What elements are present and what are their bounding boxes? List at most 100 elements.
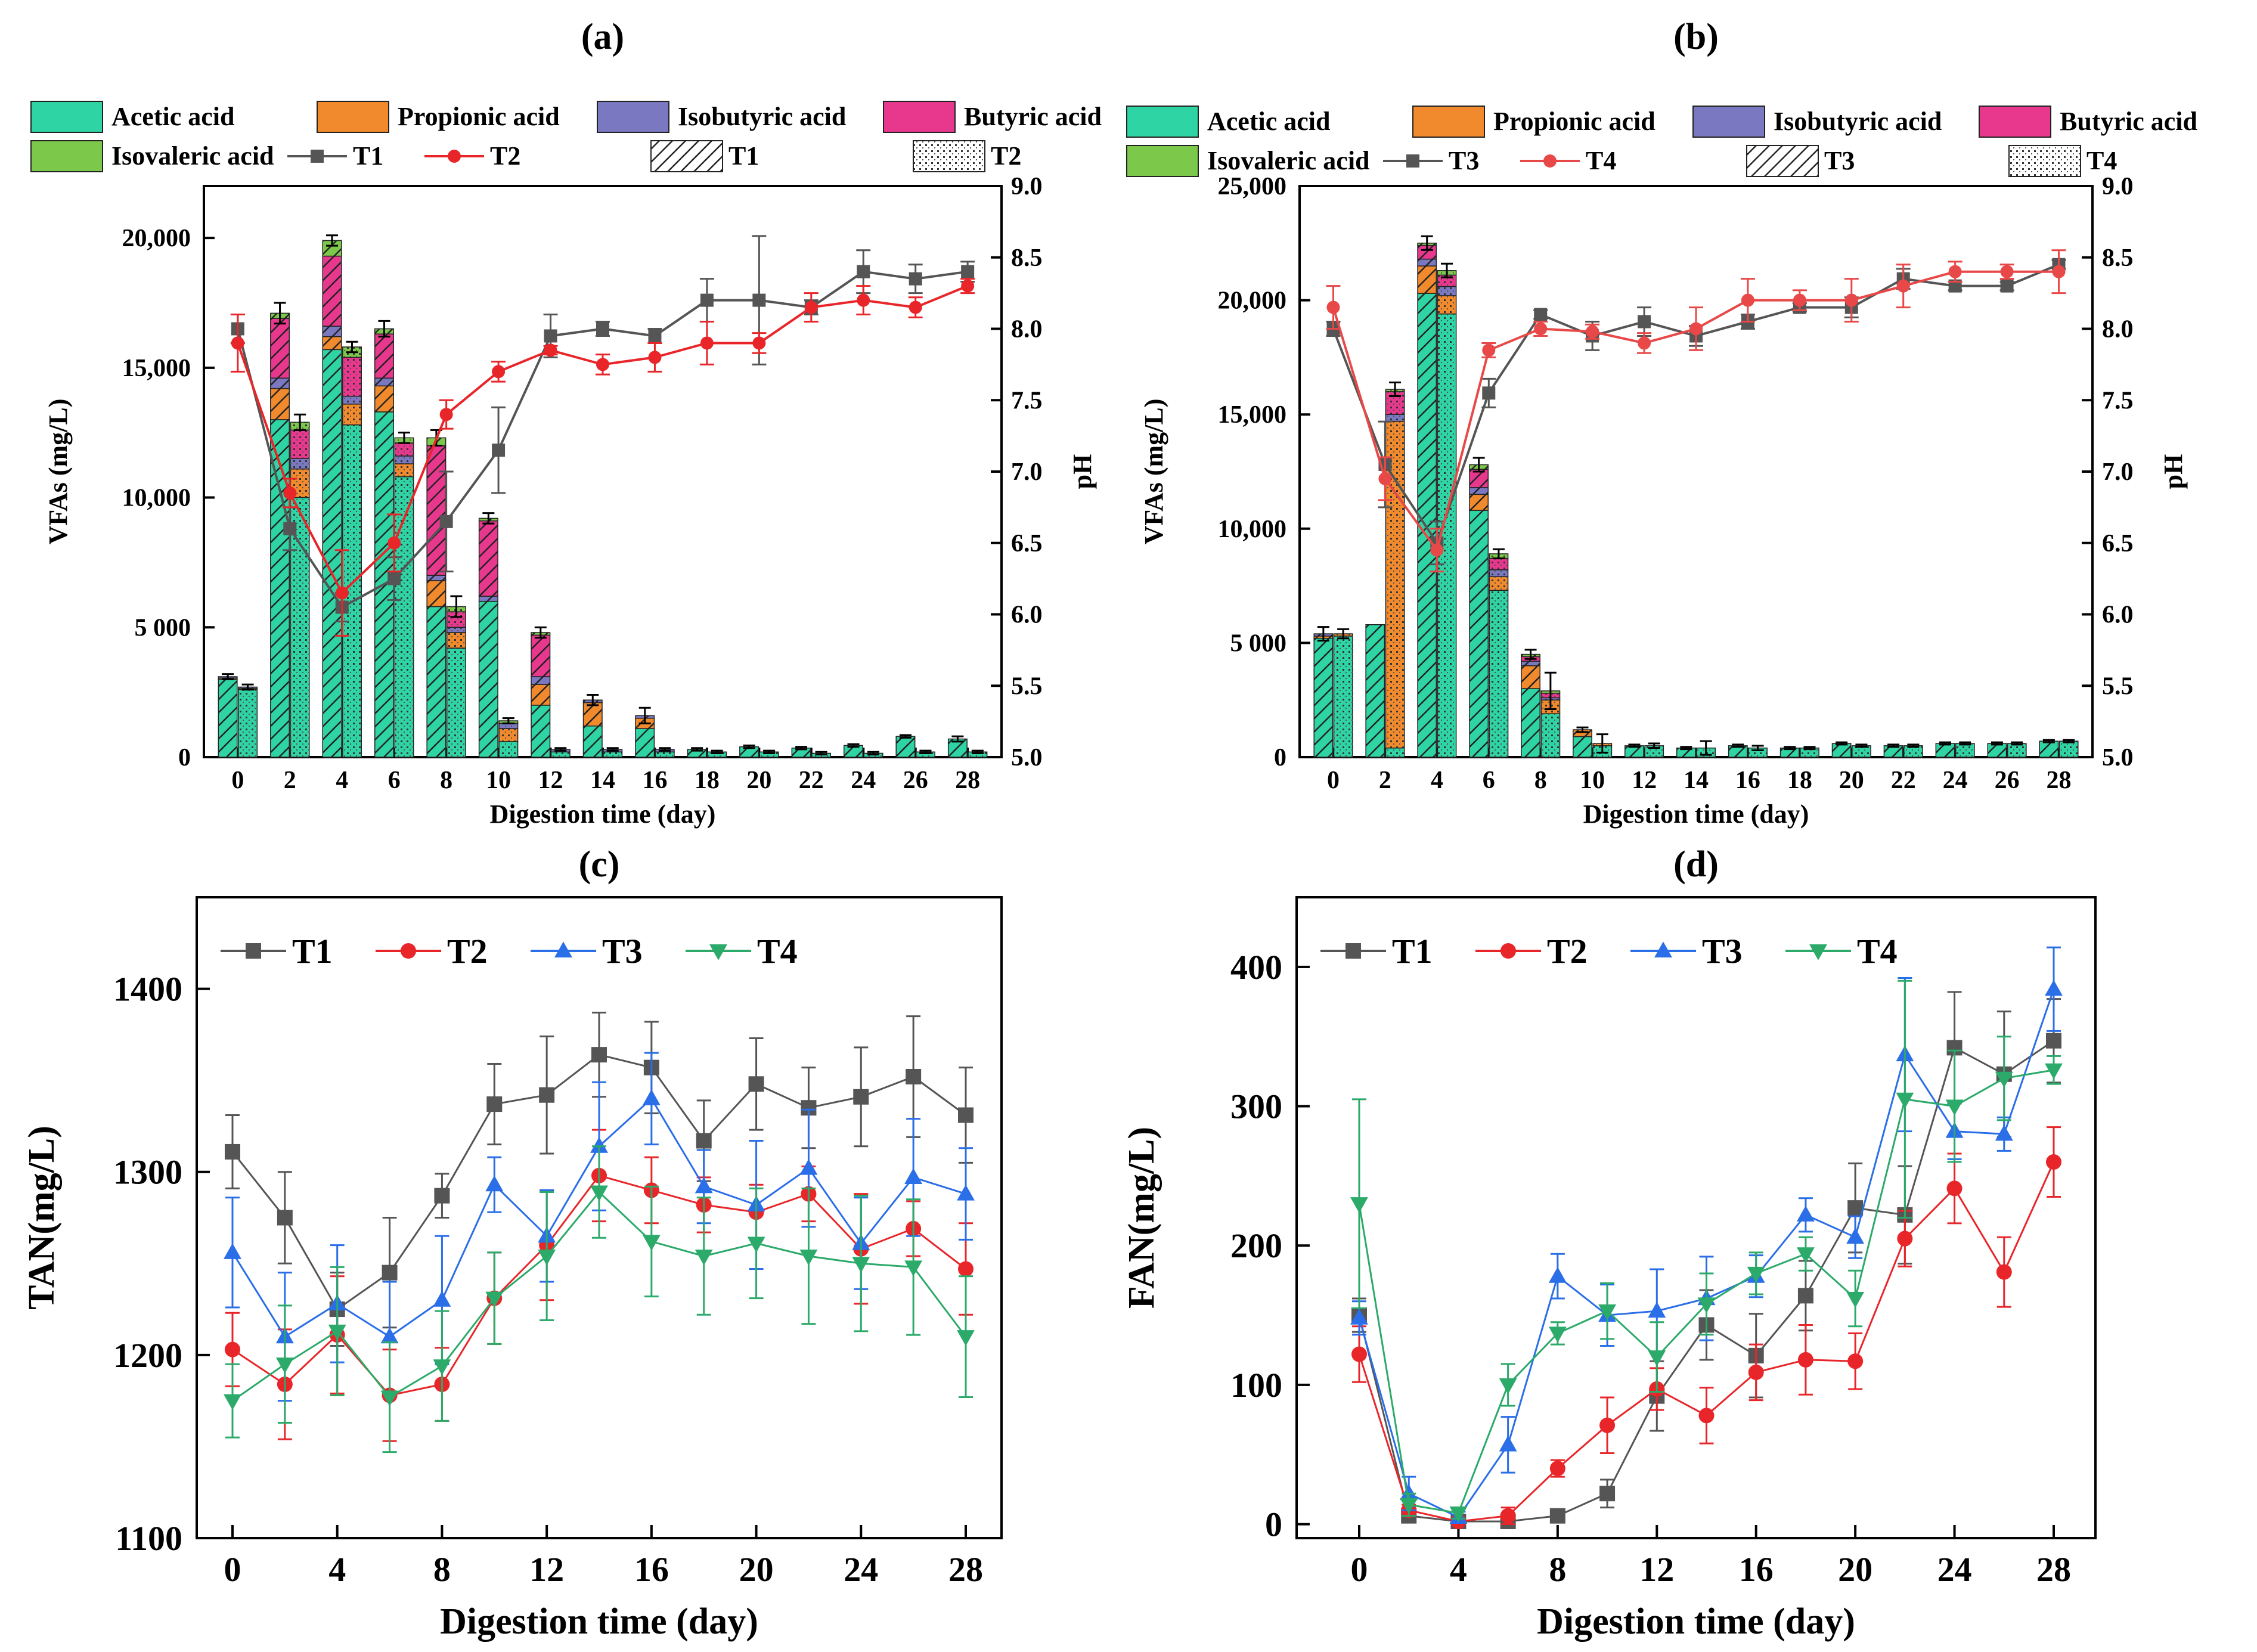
bar-error-T4 xyxy=(2011,741,2023,746)
ph-point-T2 xyxy=(752,336,766,350)
bar-hatch-T3-propionic xyxy=(1418,266,1437,294)
series-point-T2 xyxy=(225,1341,240,1357)
bar-hatch-T2-butyric xyxy=(395,443,414,456)
series-point-T3 xyxy=(642,1089,661,1105)
bar-hatch-T2-acetic xyxy=(916,752,935,757)
series-point-T1 xyxy=(591,1047,607,1063)
series-point-T4 xyxy=(1548,1326,1567,1343)
bar-error-T3 xyxy=(1732,743,1744,748)
series-point-T1 xyxy=(1797,1288,1813,1304)
bar-hatch-T4-acetic xyxy=(2007,743,2026,757)
ph-point-T1 xyxy=(648,329,662,343)
bar-error-T3 xyxy=(1887,743,1900,748)
series-point-T3 xyxy=(904,1168,923,1184)
legend-marker-T3 xyxy=(1406,154,1419,168)
bar-error-T4 xyxy=(1907,743,1920,748)
ph-point-T2 xyxy=(335,586,349,600)
bar-hatch-T4-acetic xyxy=(1541,714,1560,757)
legend-swatch-butyric xyxy=(1979,106,2051,138)
legend-marker-T2 xyxy=(401,943,416,959)
y-tick-label: 5 000 xyxy=(1230,630,1287,657)
bar-hatch-T3-acetic xyxy=(1832,743,1851,757)
series-point-T1 xyxy=(1599,1486,1616,1502)
bar-hatch-T1-acetic xyxy=(218,679,237,757)
y-tick-label: 25,000 xyxy=(1218,173,1287,200)
bar-error-T3 xyxy=(1836,741,1848,746)
legend-hatch-label-T1: T1 xyxy=(728,141,759,171)
x-tick-label: 18 xyxy=(1787,767,1812,794)
panel-label: (d) xyxy=(1673,844,1719,885)
series-point-T3 xyxy=(590,1137,608,1153)
series-point-T1 xyxy=(748,1076,764,1092)
bar-hatch-T2-propionic xyxy=(447,632,466,649)
series-point-T1 xyxy=(486,1096,503,1112)
y-tick-label: 20,000 xyxy=(1218,287,1287,315)
legend-marker-T3 xyxy=(1654,941,1672,958)
x-tick-label: 4 xyxy=(328,1550,346,1589)
ph-point-T2 xyxy=(804,300,818,314)
y-axis-title: VFAs (mg/L) xyxy=(44,399,73,545)
ph-point-T3 xyxy=(1638,315,1651,328)
y-axis-title: VFAs (mg/L) xyxy=(1139,399,1168,545)
plot-frame xyxy=(196,896,1003,1539)
bar-hatch-T1-acetic xyxy=(479,601,498,757)
ph-point-T1 xyxy=(283,522,297,535)
bar-error-T3 xyxy=(2042,739,2055,743)
x-tick-label: 6 xyxy=(388,767,401,794)
bar-error-T4 xyxy=(1337,628,1350,640)
series-point-T4 xyxy=(904,1260,923,1277)
series-point-T1 xyxy=(696,1133,712,1149)
series-point-T1 xyxy=(434,1188,450,1204)
y2-tick-label: 5.0 xyxy=(1011,744,1043,771)
series-point-T4 xyxy=(1648,1350,1666,1366)
bar-hatch-T3-isobutyric xyxy=(1469,487,1489,495)
bar-error-T1 xyxy=(274,302,286,325)
bar-hatch-T4-butyric xyxy=(1489,558,1508,570)
x-tick-label: 20 xyxy=(739,1550,774,1589)
bar-hatch-T3-butyric xyxy=(1418,245,1437,259)
series-point-T4 xyxy=(1697,1297,1716,1313)
series-point-T1 xyxy=(906,1069,922,1084)
x-tick-label: 24 xyxy=(851,767,876,794)
series-point-T1 xyxy=(225,1143,240,1160)
bar-hatch-T3-propionic xyxy=(1469,494,1489,511)
bar-error-T2 xyxy=(398,432,410,444)
y-axis-title: FAN(mg/L) xyxy=(1121,1127,1162,1309)
legend-swatch-propionic xyxy=(317,101,389,133)
x-tick-label: 4 xyxy=(1450,1550,1467,1589)
series-point-T2 xyxy=(1797,1352,1813,1368)
bar-hatch-T4-propionic xyxy=(1489,577,1508,591)
bar-error-T2 xyxy=(971,749,984,754)
y-tick-label: 15,000 xyxy=(1218,401,1287,429)
y2-tick-label: 6.0 xyxy=(2102,602,2134,629)
ph-point-T4 xyxy=(2052,265,2066,278)
series-point-T4 xyxy=(747,1236,765,1253)
legend-swatch-acetic xyxy=(1126,106,1199,138)
series-point-T2 xyxy=(1897,1231,1913,1247)
y2-axis-title: pH xyxy=(1068,454,1097,489)
x-tick-label: 14 xyxy=(590,767,615,794)
x-tick-label: 18 xyxy=(695,767,720,794)
series-point-T3 xyxy=(224,1243,241,1259)
ph-point-T2 xyxy=(648,351,662,364)
x-axis-title: Digestion time (day) xyxy=(440,1601,758,1642)
bar-error-T2 xyxy=(554,747,567,752)
panel-label: (b) xyxy=(1673,17,1719,57)
series-point-T4 xyxy=(275,1357,294,1374)
bar-hatch-T1-propionic xyxy=(270,388,290,420)
bar-error-T4 xyxy=(1596,733,1608,754)
bar-error-T1 xyxy=(222,673,234,680)
bar-error-T3 xyxy=(1317,626,1329,642)
panel-a: (a) Acetic acid Propionic acid Isobutyric a… xyxy=(30,17,1102,829)
x-tick-label: 20 xyxy=(1838,1550,1872,1589)
panel-label: (c) xyxy=(579,844,620,885)
x-tick-label: 8 xyxy=(1549,1550,1566,1589)
ph-point-T2 xyxy=(544,343,557,357)
y-tick-label: 10,000 xyxy=(1218,516,1287,543)
bar-hatch-T4-acetic xyxy=(2059,741,2078,757)
ph-point-T2 xyxy=(231,336,244,350)
ph-point-T4 xyxy=(1586,325,1599,339)
series-point-T3 xyxy=(1648,1301,1666,1318)
series-point-T4 xyxy=(1350,1197,1368,1213)
series-point-T4 xyxy=(1449,1506,1468,1523)
